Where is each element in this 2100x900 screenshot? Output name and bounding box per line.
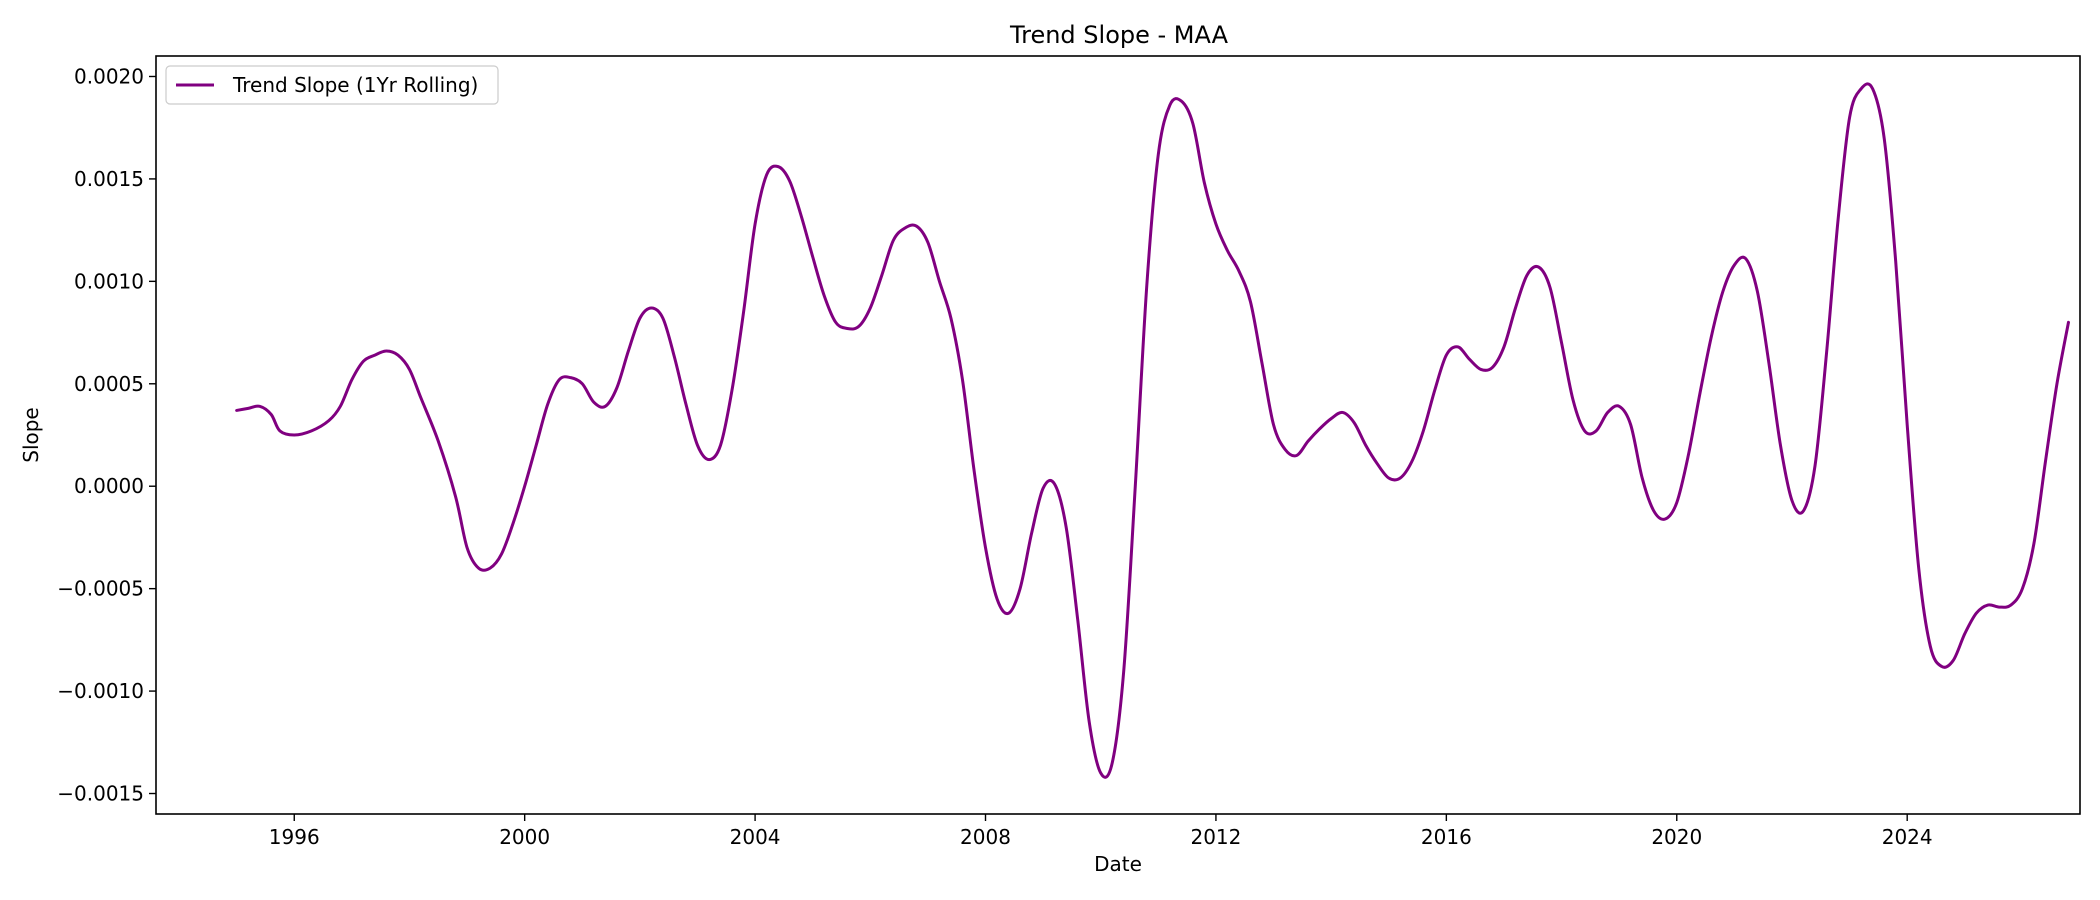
x-tick-label: 2016 <box>1421 825 1472 849</box>
series-line <box>235 82 2070 779</box>
y-tick-label: −0.0010 <box>57 679 144 703</box>
x-tick-label: 2012 <box>1190 825 1241 849</box>
x-tick-label: 2024 <box>1882 825 1933 849</box>
y-axis-title: Slope <box>19 407 43 463</box>
legend-label: Trend Slope (1Yr Rolling) <box>232 73 478 97</box>
legend: Trend Slope (1Yr Rolling) <box>165 65 499 105</box>
x-tick-label: 2020 <box>1651 825 1702 849</box>
y-tick-label: 0.0015 <box>74 167 144 191</box>
x-axis: 1996 2000 2004 2008 2012 2016 2020 2024 <box>269 814 1933 849</box>
plot-frame <box>155 55 2081 815</box>
x-tick-label: 2000 <box>499 825 550 849</box>
y-tick-label: 0.0020 <box>74 64 144 88</box>
y-axis: −0.0015 −0.0010 −0.0005 0.0000 0.0005 0.0010 0… <box>57 64 156 806</box>
y-tick-label: 0.0010 <box>74 269 144 293</box>
y-tick-label: −0.0015 <box>57 782 144 806</box>
legend-box <box>165 65 499 105</box>
series-layer <box>235 82 2070 779</box>
chart-title: Trend Slope - MAA <box>1009 21 1229 49</box>
y-tick-label: 0.0000 <box>74 474 144 498</box>
x-tick-label: 1996 <box>269 825 320 849</box>
x-tick-label: 2004 <box>730 825 781 849</box>
y-tick-label: −0.0005 <box>57 577 144 601</box>
x-axis-title: Date <box>1094 852 1142 876</box>
y-tick-label: 0.0005 <box>74 372 144 396</box>
x-tick-label: 2008 <box>960 825 1011 849</box>
